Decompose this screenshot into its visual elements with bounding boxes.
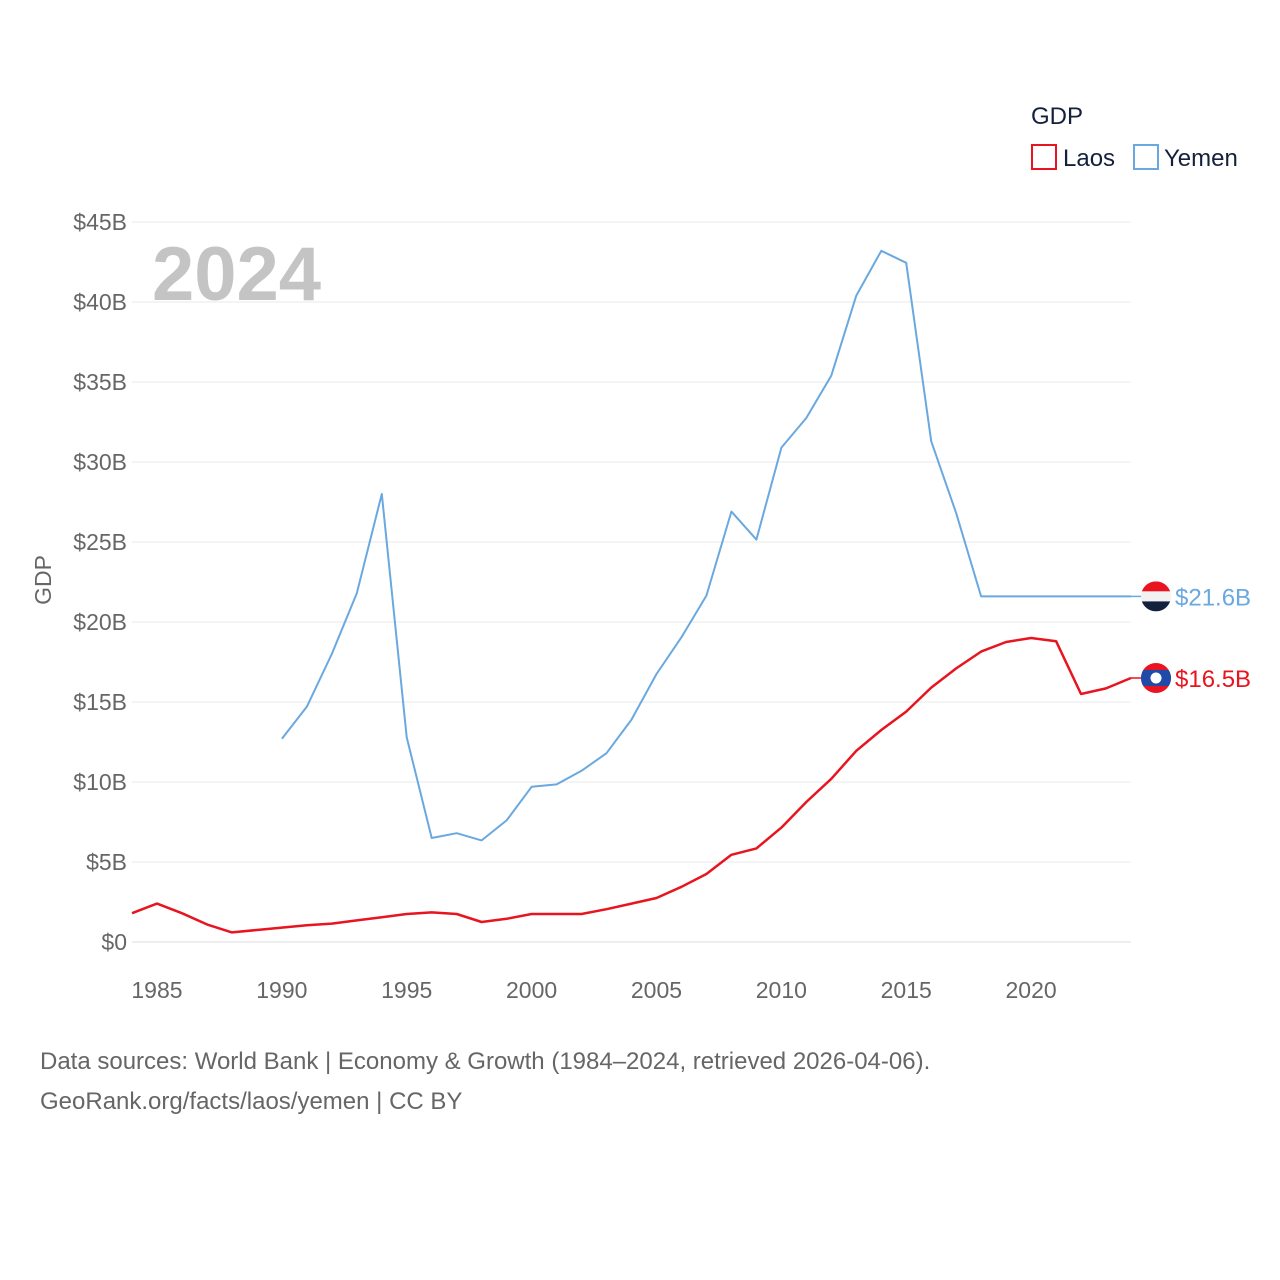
y-axis-ticks: $0 $5B $10B $15B $20B $25B $30B $35B $40B $45B — [73, 209, 127, 955]
x-tick-label: 2005 — [631, 977, 682, 1003]
footer-source: Data sources: World Bank | Economy & Gro… — [40, 1042, 930, 1122]
laos-flag-icon — [1141, 663, 1171, 693]
x-tick-label: 2015 — [881, 977, 932, 1003]
y-tick-label: $40B — [73, 289, 127, 315]
end-markers: $16.5B $21.6B — [1131, 581, 1251, 693]
gridlines — [132, 221, 1131, 943]
x-tick-label: 1995 — [381, 977, 432, 1003]
series-line-laos[interactable] — [131, 636, 1132, 934]
legend-item-yemen[interactable]: Yemen — [1133, 144, 1238, 172]
gdp-line-chart: $0 $5B $10B $15B $20B $25B $30B $35B $40B $45B 19… — [30, 103, 1251, 1003]
legend-label-laos: Laos — [1063, 145, 1115, 172]
y-tick-label: $5B — [86, 849, 127, 875]
footer-data-sources: Data sources: World Bank | Economy & Gro… — [40, 1048, 931, 1075]
y-tick-label: $25B — [73, 529, 127, 555]
legend-item-laos[interactable]: Laos — [1031, 144, 1115, 172]
year-watermark: 2024 — [152, 232, 321, 317]
end-value-label-laos: $16.5B — [1175, 666, 1251, 693]
legend[interactable]: GDP Laos Yemen — [1031, 103, 1238, 172]
legend-swatch-laos — [1031, 144, 1057, 170]
legend-label-yemen: Yemen — [1164, 145, 1238, 172]
x-tick-label: 2010 — [756, 977, 807, 1003]
y-tick-label: $30B — [73, 449, 127, 475]
x-tick-label: 2020 — [1006, 977, 1057, 1003]
series-lines — [131, 249, 1132, 934]
x-tick-label: 2000 — [506, 977, 557, 1003]
yemen-flag-icon — [1141, 581, 1171, 612]
x-tick-label: 1985 — [131, 977, 182, 1003]
y-tick-label: $45B — [73, 209, 127, 235]
legend-swatch-yemen — [1133, 144, 1159, 170]
legend-title: GDP — [1031, 103, 1083, 130]
y-tick-label: $0 — [101, 929, 127, 955]
y-tick-label: $20B — [73, 609, 127, 635]
y-tick-label: $15B — [73, 689, 127, 715]
y-tick-label: $10B — [73, 769, 127, 795]
x-tick-label: 1990 — [256, 977, 307, 1003]
x-axis-ticks: 1985 1990 1995 2000 2005 2010 2015 2020 — [131, 977, 1056, 1003]
series-line-yemen[interactable] — [281, 249, 1131, 842]
end-value-label-yemen: $21.6B — [1175, 584, 1251, 611]
y-tick-label: $35B — [73, 369, 127, 395]
footer-attribution-link[interactable]: GeoRank.org/facts/laos/yemen | CC BY — [40, 1088, 463, 1115]
y-axis-label: GDP — [30, 555, 56, 605]
